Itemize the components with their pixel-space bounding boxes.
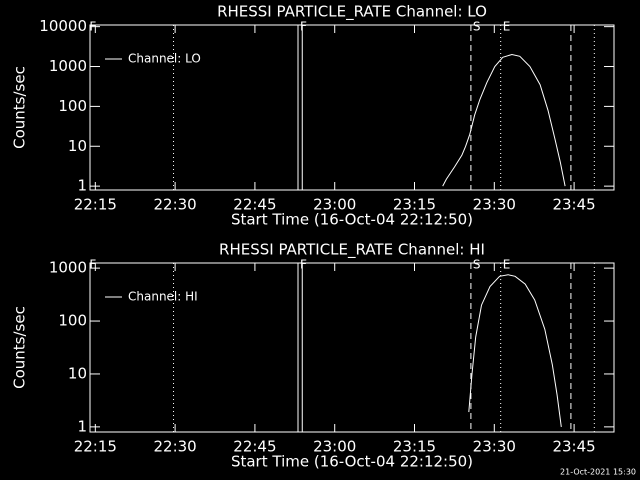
chart-title: RHESSI PARTICLE_RATE Channel: LO: [217, 3, 487, 22]
event-flag: S: [473, 258, 481, 272]
y-tick-label: 10: [68, 137, 87, 155]
y-tick-label: 100: [58, 97, 87, 115]
event-flag: F: [300, 20, 307, 34]
footer: 21-Oct-2021 15:30: [560, 468, 636, 477]
x-tick-label: 23:30: [473, 438, 516, 456]
event-flag: S: [473, 20, 481, 34]
y-tick-label: 1000: [49, 259, 87, 277]
x-axis-label: Start Time (16-Oct-04 22:12:50): [231, 453, 473, 471]
y-tick-label: 1: [77, 417, 87, 435]
x-tick-label: 23:00: [313, 196, 356, 214]
y-tick-label: 1000: [49, 57, 87, 75]
y-tick-label: 10000: [39, 17, 87, 35]
y-axis-label: Counts/sec: [11, 66, 29, 149]
x-tick-label: 22:15: [74, 438, 117, 456]
x-axis-label: Start Time (16-Oct-04 22:12:50): [231, 211, 473, 229]
event-flag: E: [503, 258, 511, 272]
y-tick-label: 1: [77, 177, 87, 195]
legend-label: Channel: HI: [128, 290, 198, 304]
x-tick-label: 23:00: [313, 438, 356, 456]
x-tick-label: 22:30: [153, 196, 196, 214]
x-tick-label: 22:15: [74, 196, 117, 214]
x-tick-label: 23:30: [473, 196, 516, 214]
x-tick-label: 23:45: [552, 438, 595, 456]
event-flag: F: [89, 258, 96, 272]
plot-frame: [89, 262, 615, 433]
event-flag: F: [89, 20, 96, 34]
x-tick-label: 22:45: [233, 196, 276, 214]
plot-frame: [89, 24, 615, 191]
y-tick-label: 100: [58, 312, 87, 330]
data-line: [442, 53, 566, 187]
event-flag: E: [503, 20, 511, 34]
x-tick-label: 22:30: [153, 438, 196, 456]
x-tick-label: 23:15: [393, 196, 436, 214]
y-tick-label: 10: [68, 364, 87, 382]
data-line: [468, 274, 562, 427]
chart-title: RHESSI PARTICLE_RATE Channel: HI: [219, 241, 485, 260]
y-axis-label: Counts/sec: [11, 306, 29, 389]
legend-label: Channel: LO: [128, 52, 201, 66]
event-flag: F: [300, 258, 307, 272]
x-tick-label: 22:45: [233, 438, 276, 456]
x-tick-label: 23:45: [552, 196, 595, 214]
x-tick-label: 23:15: [393, 438, 436, 456]
